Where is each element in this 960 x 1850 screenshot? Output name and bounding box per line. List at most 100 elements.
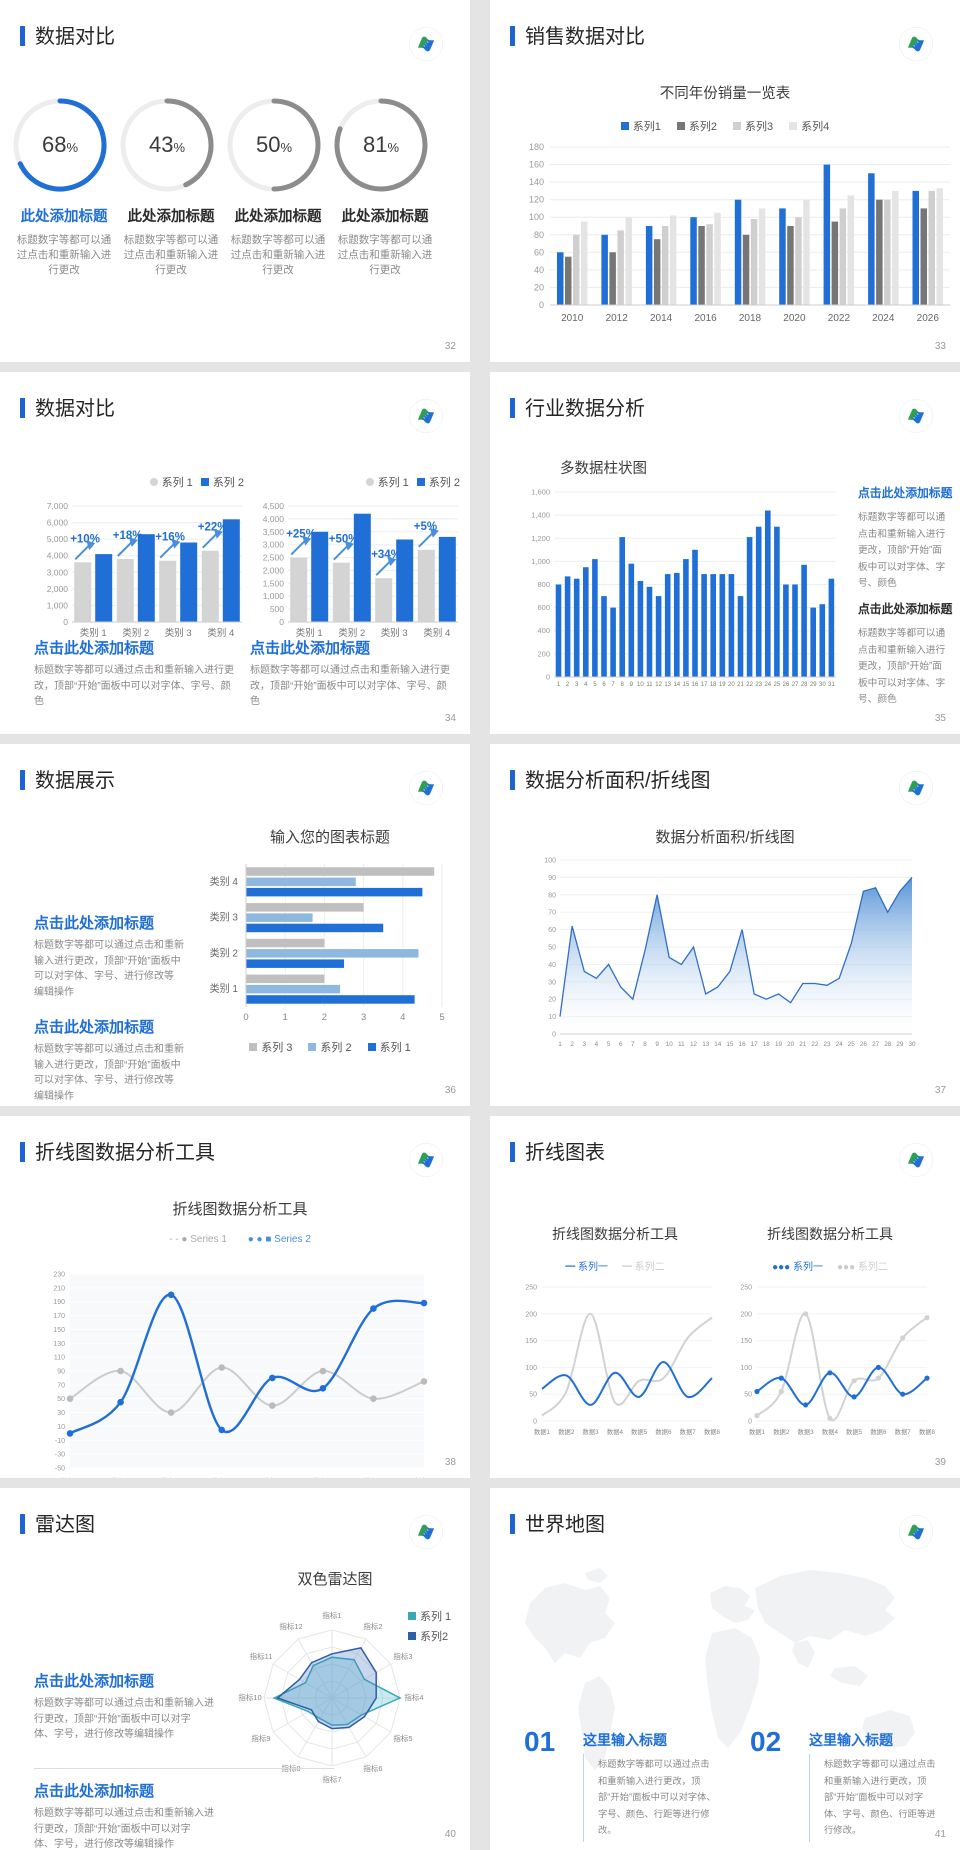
svg-text:2010: 2010 — [561, 313, 584, 324]
svg-text:1,000: 1,000 — [263, 591, 285, 601]
svg-text:200: 200 — [740, 1311, 752, 1318]
svg-text:2012: 2012 — [606, 313, 629, 324]
svg-text:18: 18 — [763, 1041, 771, 1048]
svg-text:数据1: 数据1 — [749, 1427, 766, 1436]
svg-text:22: 22 — [746, 682, 753, 688]
svg-text:23: 23 — [823, 1041, 831, 1048]
svg-text:数据3: 数据3 — [583, 1427, 600, 1436]
svg-text:类别 3: 类别 3 — [381, 627, 408, 639]
svg-text:0: 0 — [546, 673, 550, 682]
svg-text:100: 100 — [740, 1365, 752, 1372]
svg-text:4: 4 — [595, 1041, 599, 1048]
svg-text:28: 28 — [884, 1041, 892, 1048]
svg-text:100: 100 — [525, 1365, 537, 1372]
svg-text:0: 0 — [552, 1032, 556, 1039]
svg-text:50: 50 — [529, 1392, 537, 1399]
svg-text:80: 80 — [534, 230, 544, 240]
svg-text:+50%: +50% — [329, 534, 359, 546]
svg-text:17: 17 — [701, 682, 708, 688]
svg-text:20: 20 — [534, 282, 544, 292]
svg-text:160: 160 — [529, 160, 544, 170]
svg-text:5: 5 — [607, 1041, 611, 1048]
svg-text:50: 50 — [57, 1396, 65, 1403]
svg-text:类别 3: 类别 3 — [165, 627, 192, 639]
svg-text:6: 6 — [602, 682, 606, 688]
svg-text:指标4: 指标4 — [404, 1692, 423, 1702]
svg-text:210: 210 — [53, 1285, 65, 1292]
svg-text:数据4: 数据4 — [822, 1427, 839, 1436]
svg-text:数据1: 数据1 — [60, 1476, 79, 1478]
svg-text:190: 190 — [53, 1299, 65, 1306]
svg-text:600: 600 — [537, 603, 550, 612]
svg-text:3,500: 3,500 — [263, 527, 285, 537]
svg-text:5: 5 — [439, 1012, 444, 1023]
svg-text:120: 120 — [529, 195, 544, 205]
svg-text:11: 11 — [646, 682, 653, 688]
svg-text:数据2: 数据2 — [773, 1427, 790, 1436]
svg-text:指标12: 指标12 — [279, 1621, 302, 1631]
svg-text:+22%: +22% — [198, 522, 228, 534]
svg-text:指标7: 指标7 — [322, 1774, 341, 1784]
svg-text:数据7: 数据7 — [364, 1476, 383, 1478]
svg-text:31: 31 — [828, 682, 835, 688]
svg-text:类别 1: 类别 1 — [210, 982, 238, 995]
svg-text:-50: -50 — [55, 1466, 65, 1473]
svg-text:800: 800 — [537, 580, 550, 589]
svg-text:类别 4: 类别 4 — [210, 875, 238, 888]
svg-text:70: 70 — [548, 910, 556, 917]
svg-text:数据6: 数据6 — [313, 1476, 332, 1478]
svg-text:10: 10 — [548, 1014, 556, 1021]
svg-text:30: 30 — [908, 1041, 916, 1048]
svg-text:数据8: 数据8 — [704, 1427, 720, 1436]
svg-text:1,400: 1,400 — [531, 511, 550, 520]
svg-text:12: 12 — [690, 1041, 698, 1048]
svg-text:7: 7 — [631, 1041, 635, 1048]
svg-text:数据6: 数据6 — [655, 1427, 672, 1436]
svg-text:18: 18 — [710, 682, 717, 688]
svg-text:10: 10 — [666, 1041, 674, 1048]
svg-text:28: 28 — [801, 682, 808, 688]
svg-text:数据2: 数据2 — [111, 1476, 130, 1478]
svg-text:4: 4 — [584, 682, 588, 688]
svg-text:2: 2 — [322, 1012, 327, 1023]
svg-text:9: 9 — [655, 1041, 659, 1048]
svg-text:3,000: 3,000 — [263, 540, 285, 550]
svg-text:数据3: 数据3 — [798, 1427, 815, 1436]
svg-text:40: 40 — [548, 962, 556, 969]
svg-text:7,000: 7,000 — [47, 501, 69, 511]
svg-text:20: 20 — [787, 1041, 795, 1048]
svg-text:+25%: +25% — [286, 529, 316, 541]
svg-text:15: 15 — [683, 682, 690, 688]
svg-text:90: 90 — [57, 1369, 65, 1376]
svg-text:2: 2 — [570, 1041, 574, 1048]
svg-text:13: 13 — [702, 1041, 710, 1048]
svg-text:100: 100 — [544, 858, 556, 865]
svg-text:13: 13 — [664, 682, 671, 688]
svg-text:29: 29 — [896, 1041, 904, 1048]
svg-text:数据8: 数据8 — [414, 1476, 433, 1478]
svg-text:8: 8 — [621, 682, 625, 688]
svg-text:2022: 2022 — [828, 313, 851, 324]
svg-text:50: 50 — [548, 945, 556, 952]
svg-text:0: 0 — [279, 617, 284, 627]
svg-text:60: 60 — [548, 927, 556, 934]
svg-text:1,000: 1,000 — [47, 600, 69, 610]
svg-text:1,600: 1,600 — [531, 488, 550, 497]
svg-text:4,000: 4,000 — [263, 514, 285, 524]
svg-text:27: 27 — [872, 1041, 880, 1048]
svg-text:20: 20 — [728, 682, 735, 688]
svg-text:4: 4 — [400, 1012, 405, 1023]
svg-text:数据5: 数据5 — [263, 1476, 282, 1478]
svg-text:2,500: 2,500 — [263, 553, 285, 563]
svg-text:50: 50 — [744, 1392, 752, 1399]
svg-text:指标5: 指标5 — [393, 1733, 412, 1743]
svg-text:+34%: +34% — [371, 549, 401, 561]
svg-text:14: 14 — [673, 682, 680, 688]
svg-text:180: 180 — [529, 142, 544, 152]
svg-text:4,500: 4,500 — [263, 501, 285, 511]
svg-text:10: 10 — [57, 1424, 65, 1431]
svg-text:40: 40 — [534, 265, 544, 275]
svg-text:指标6: 指标6 — [363, 1763, 382, 1773]
svg-text:3: 3 — [583, 1041, 587, 1048]
svg-text:12: 12 — [655, 682, 662, 688]
